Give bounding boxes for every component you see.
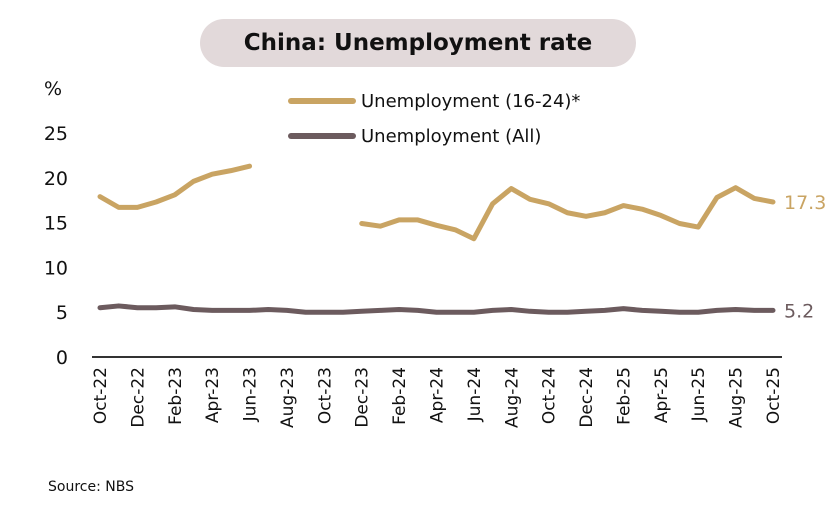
legend-label: Unemployment (All): [361, 126, 541, 147]
x-tick-label: Oct-25: [764, 367, 784, 424]
x-tick-label: Oct-24: [540, 367, 560, 424]
youth-unemployment-line: [359, 185, 776, 242]
y-tick-label: 5: [56, 302, 68, 324]
x-tick-label: Feb-24: [390, 367, 410, 425]
x-tick-label: Feb-23: [166, 367, 186, 425]
total-unemployment-line: [97, 303, 776, 315]
x-tick-label: Jun-24: [465, 367, 485, 422]
end-value-label: 17.3: [784, 192, 826, 214]
x-tick-label: Dec-22: [128, 367, 148, 428]
source-note: Source: NBS: [48, 479, 134, 495]
x-tick-label: Dec-24: [577, 367, 597, 428]
y-tick-label: 25: [44, 123, 68, 145]
x-tick-label: Jun-25: [689, 367, 709, 422]
youth-unemployment-line: [97, 163, 253, 210]
x-tick-label: Jun-23: [241, 367, 261, 422]
x-tick-label: Apr-25: [652, 367, 672, 423]
y-tick-label: 20: [44, 168, 68, 190]
x-tick-label: Aug-25: [727, 367, 747, 428]
x-tick-label: Oct-23: [315, 367, 335, 424]
y-tick-label: 0: [56, 347, 68, 369]
end-value-label: 5.2: [784, 300, 814, 322]
x-tick-label: Dec-23: [353, 367, 373, 428]
y-tick-label: 15: [44, 213, 68, 235]
x-tick-label: Feb-25: [614, 367, 634, 425]
x-tick-label: Aug-23: [278, 367, 298, 428]
chart-title: China: Unemployment rate: [200, 19, 636, 67]
y-tick-label: 10: [44, 257, 68, 279]
x-tick-label: Apr-24: [428, 367, 448, 423]
legend-label: Unemployment (16-24)*: [361, 91, 580, 112]
x-tick-label: Oct-22: [91, 367, 111, 424]
x-tick-label: Aug-24: [502, 367, 522, 428]
y-axis-unit: %: [44, 78, 62, 100]
x-tick-label: Apr-23: [203, 367, 223, 423]
